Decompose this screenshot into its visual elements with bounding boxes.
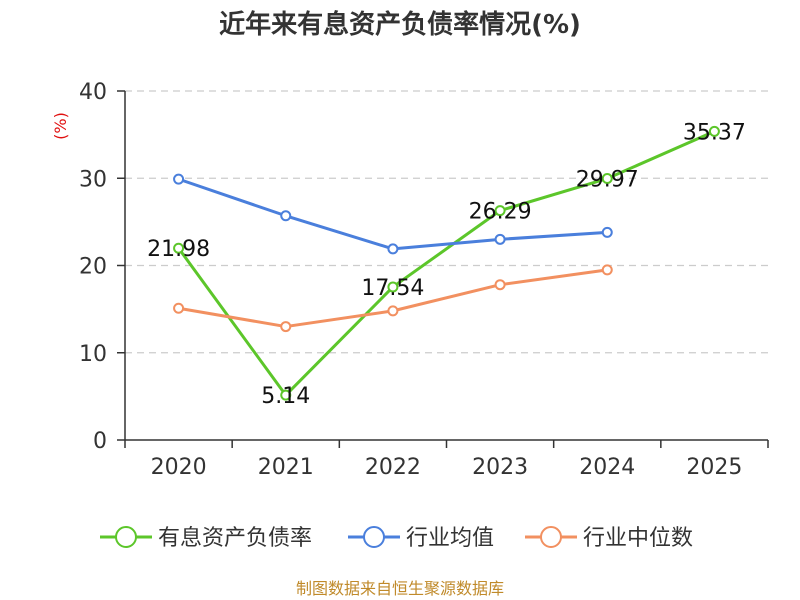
data-point-1-2024[interactable]	[601, 226, 613, 238]
x-tick-label-2023: 2023	[472, 455, 528, 480]
data-point-0-2024[interactable]	[601, 173, 613, 185]
series-line-0	[177, 130, 716, 397]
x-tick-label-2021: 2021	[258, 455, 314, 480]
data-label-layer: 21.98 5.14 17.54 26.29 29.97 35.37	[147, 120, 746, 409]
axis-layer: 0 10 20 30 40 2020 2021 2022 2023 2024 2025	[79, 80, 769, 480]
legend-label-1: 行业均值	[406, 526, 494, 551]
data-point-1-2020[interactable]	[173, 173, 185, 185]
data-label-2024: 29.97	[576, 168, 639, 193]
data-point-2-2024[interactable]	[601, 264, 613, 276]
data-point-2-2023[interactable]	[494, 279, 506, 291]
legend-item-1[interactable]: 行业均值	[348, 526, 494, 551]
chart-title: 近年来有息资产负债率情况(%)	[219, 9, 581, 40]
source-footnote: 制图数据来自恒生聚源数据库	[296, 579, 504, 598]
legend-marker-1	[363, 526, 385, 548]
x-tick-label-2022: 2022	[365, 455, 421, 480]
y-tick-label-0: 0	[93, 429, 107, 454]
y-tick-label-40: 40	[79, 80, 107, 105]
data-point-2-2020[interactable]	[173, 302, 185, 314]
legend-label-2: 行业中位数	[583, 526, 693, 551]
data-point-1-2021[interactable]	[280, 210, 292, 222]
x-tick-label-2024: 2024	[579, 455, 635, 480]
legend-marker-2	[540, 526, 562, 548]
data-point-0-2021[interactable]	[280, 389, 292, 401]
legend-label-0: 有息资产负债率	[158, 526, 312, 551]
legend[interactable]: 有息资产负债率 行业均值 行业中位数	[100, 526, 693, 551]
x-tick-label-2025: 2025	[686, 455, 742, 480]
data-label-2020: 21.98	[147, 237, 210, 262]
y-axis-unit-label: (%)	[51, 112, 70, 140]
data-point-2-2021[interactable]	[280, 321, 292, 333]
series-line-1	[178, 177, 608, 251]
grid-layer	[125, 90, 768, 354]
data-label-2025: 35.37	[683, 120, 746, 145]
data-point-1-2023[interactable]	[494, 233, 506, 245]
y-tick-label-20: 20	[79, 255, 107, 280]
data-label-2021: 5.14	[261, 384, 310, 409]
x-tick-label-2020: 2020	[151, 455, 207, 480]
legend-marker-0	[115, 526, 137, 548]
series-layer	[173, 125, 720, 401]
data-label-2023: 26.29	[469, 200, 532, 225]
data-point-1-2022[interactable]	[387, 243, 399, 255]
y-tick-label-10: 10	[79, 342, 107, 367]
data-point-2-2022[interactable]	[387, 305, 399, 317]
data-point-0-2023[interactable]	[494, 205, 506, 217]
data-point-0-2022[interactable]	[387, 281, 399, 293]
legend-item-2[interactable]: 行业中位数	[525, 526, 693, 551]
data-point-0-2025[interactable]	[708, 125, 720, 137]
data-label-2022: 17.54	[361, 276, 424, 301]
y-tick-label-30: 30	[79, 167, 107, 192]
data-point-0-2020[interactable]	[173, 242, 185, 254]
legend-item-0[interactable]: 有息资产负债率	[100, 526, 312, 551]
